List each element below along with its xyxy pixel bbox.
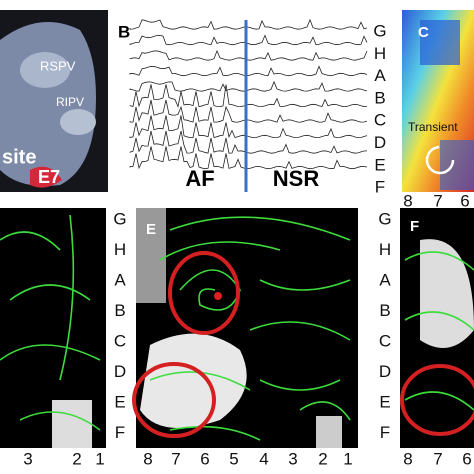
trace	[129, 65, 368, 77]
core-dot	[214, 292, 222, 300]
row-label: G	[373, 21, 386, 40]
highlight-circle	[400, 364, 474, 436]
col-label: 1	[95, 449, 104, 468]
row-label: A	[374, 66, 386, 85]
col-label: 2	[72, 449, 81, 468]
col-label: 4	[259, 449, 268, 468]
row-label: E	[374, 155, 385, 174]
row-label: D	[114, 362, 126, 381]
highlight-circle	[132, 362, 216, 438]
row-label: F	[380, 423, 390, 442]
trace	[129, 34, 368, 46]
row-label: G	[378, 209, 391, 228]
row-label: B	[379, 301, 390, 320]
panel-letter: C	[418, 24, 429, 41]
vein	[60, 109, 96, 135]
panel-letter: F	[410, 218, 419, 235]
col-label: 3	[288, 449, 297, 468]
bright-region	[52, 400, 92, 448]
rotation-arrow	[425, 145, 455, 175]
col-label: 6	[462, 449, 471, 468]
col-label: 6	[460, 191, 469, 210]
row-label: H	[114, 240, 126, 259]
row-label: H	[374, 44, 386, 63]
heat-region	[420, 20, 460, 65]
panel-letter: B	[118, 22, 130, 41]
col-label: 5	[229, 449, 238, 468]
trace	[129, 18, 368, 30]
label: E7	[38, 167, 60, 187]
col-label: 2	[318, 449, 327, 468]
annotation: Transient	[408, 120, 458, 134]
vein	[20, 52, 70, 88]
row-label: E	[379, 392, 390, 411]
col-label: 1	[343, 449, 352, 468]
trace	[129, 146, 368, 170]
row-label: H	[379, 240, 391, 259]
bright-region	[136, 208, 166, 303]
panel-letter: E	[146, 221, 156, 238]
row-label: A	[114, 270, 126, 289]
row-label: B	[374, 88, 385, 107]
row-label: C	[379, 331, 391, 350]
label: NSR	[273, 166, 320, 191]
col-label: 7	[433, 449, 442, 468]
row-label: C	[374, 111, 386, 130]
streamlines	[404, 251, 474, 411]
col-label: 6	[200, 449, 209, 468]
site-mark	[30, 166, 62, 188]
heat-region	[440, 140, 474, 190]
bright-region	[316, 416, 342, 448]
row-label: G	[113, 209, 126, 228]
col-label: 3	[23, 449, 32, 468]
label: site	[2, 146, 36, 168]
col-label: 7	[433, 191, 442, 210]
col-label: 8	[143, 449, 152, 468]
trace	[129, 49, 368, 61]
col-label: 8	[403, 191, 412, 210]
label: RIPV	[56, 95, 84, 109]
label: RSPV	[40, 58, 76, 73]
streamlines	[0, 214, 101, 431]
bright-region	[140, 333, 247, 428]
row-label: F	[115, 423, 125, 442]
row-label: A	[379, 270, 391, 289]
row-label: C	[114, 331, 126, 350]
col-label: 8	[403, 449, 412, 468]
traces	[129, 18, 368, 170]
row-label: D	[379, 362, 391, 381]
highlight-circle	[168, 251, 240, 335]
row-label: E	[114, 392, 125, 411]
col-label: 7	[171, 449, 180, 468]
row-label: D	[374, 133, 386, 152]
label: AF	[185, 166, 214, 191]
row-label: B	[114, 301, 125, 320]
row-label: F	[375, 178, 385, 197]
